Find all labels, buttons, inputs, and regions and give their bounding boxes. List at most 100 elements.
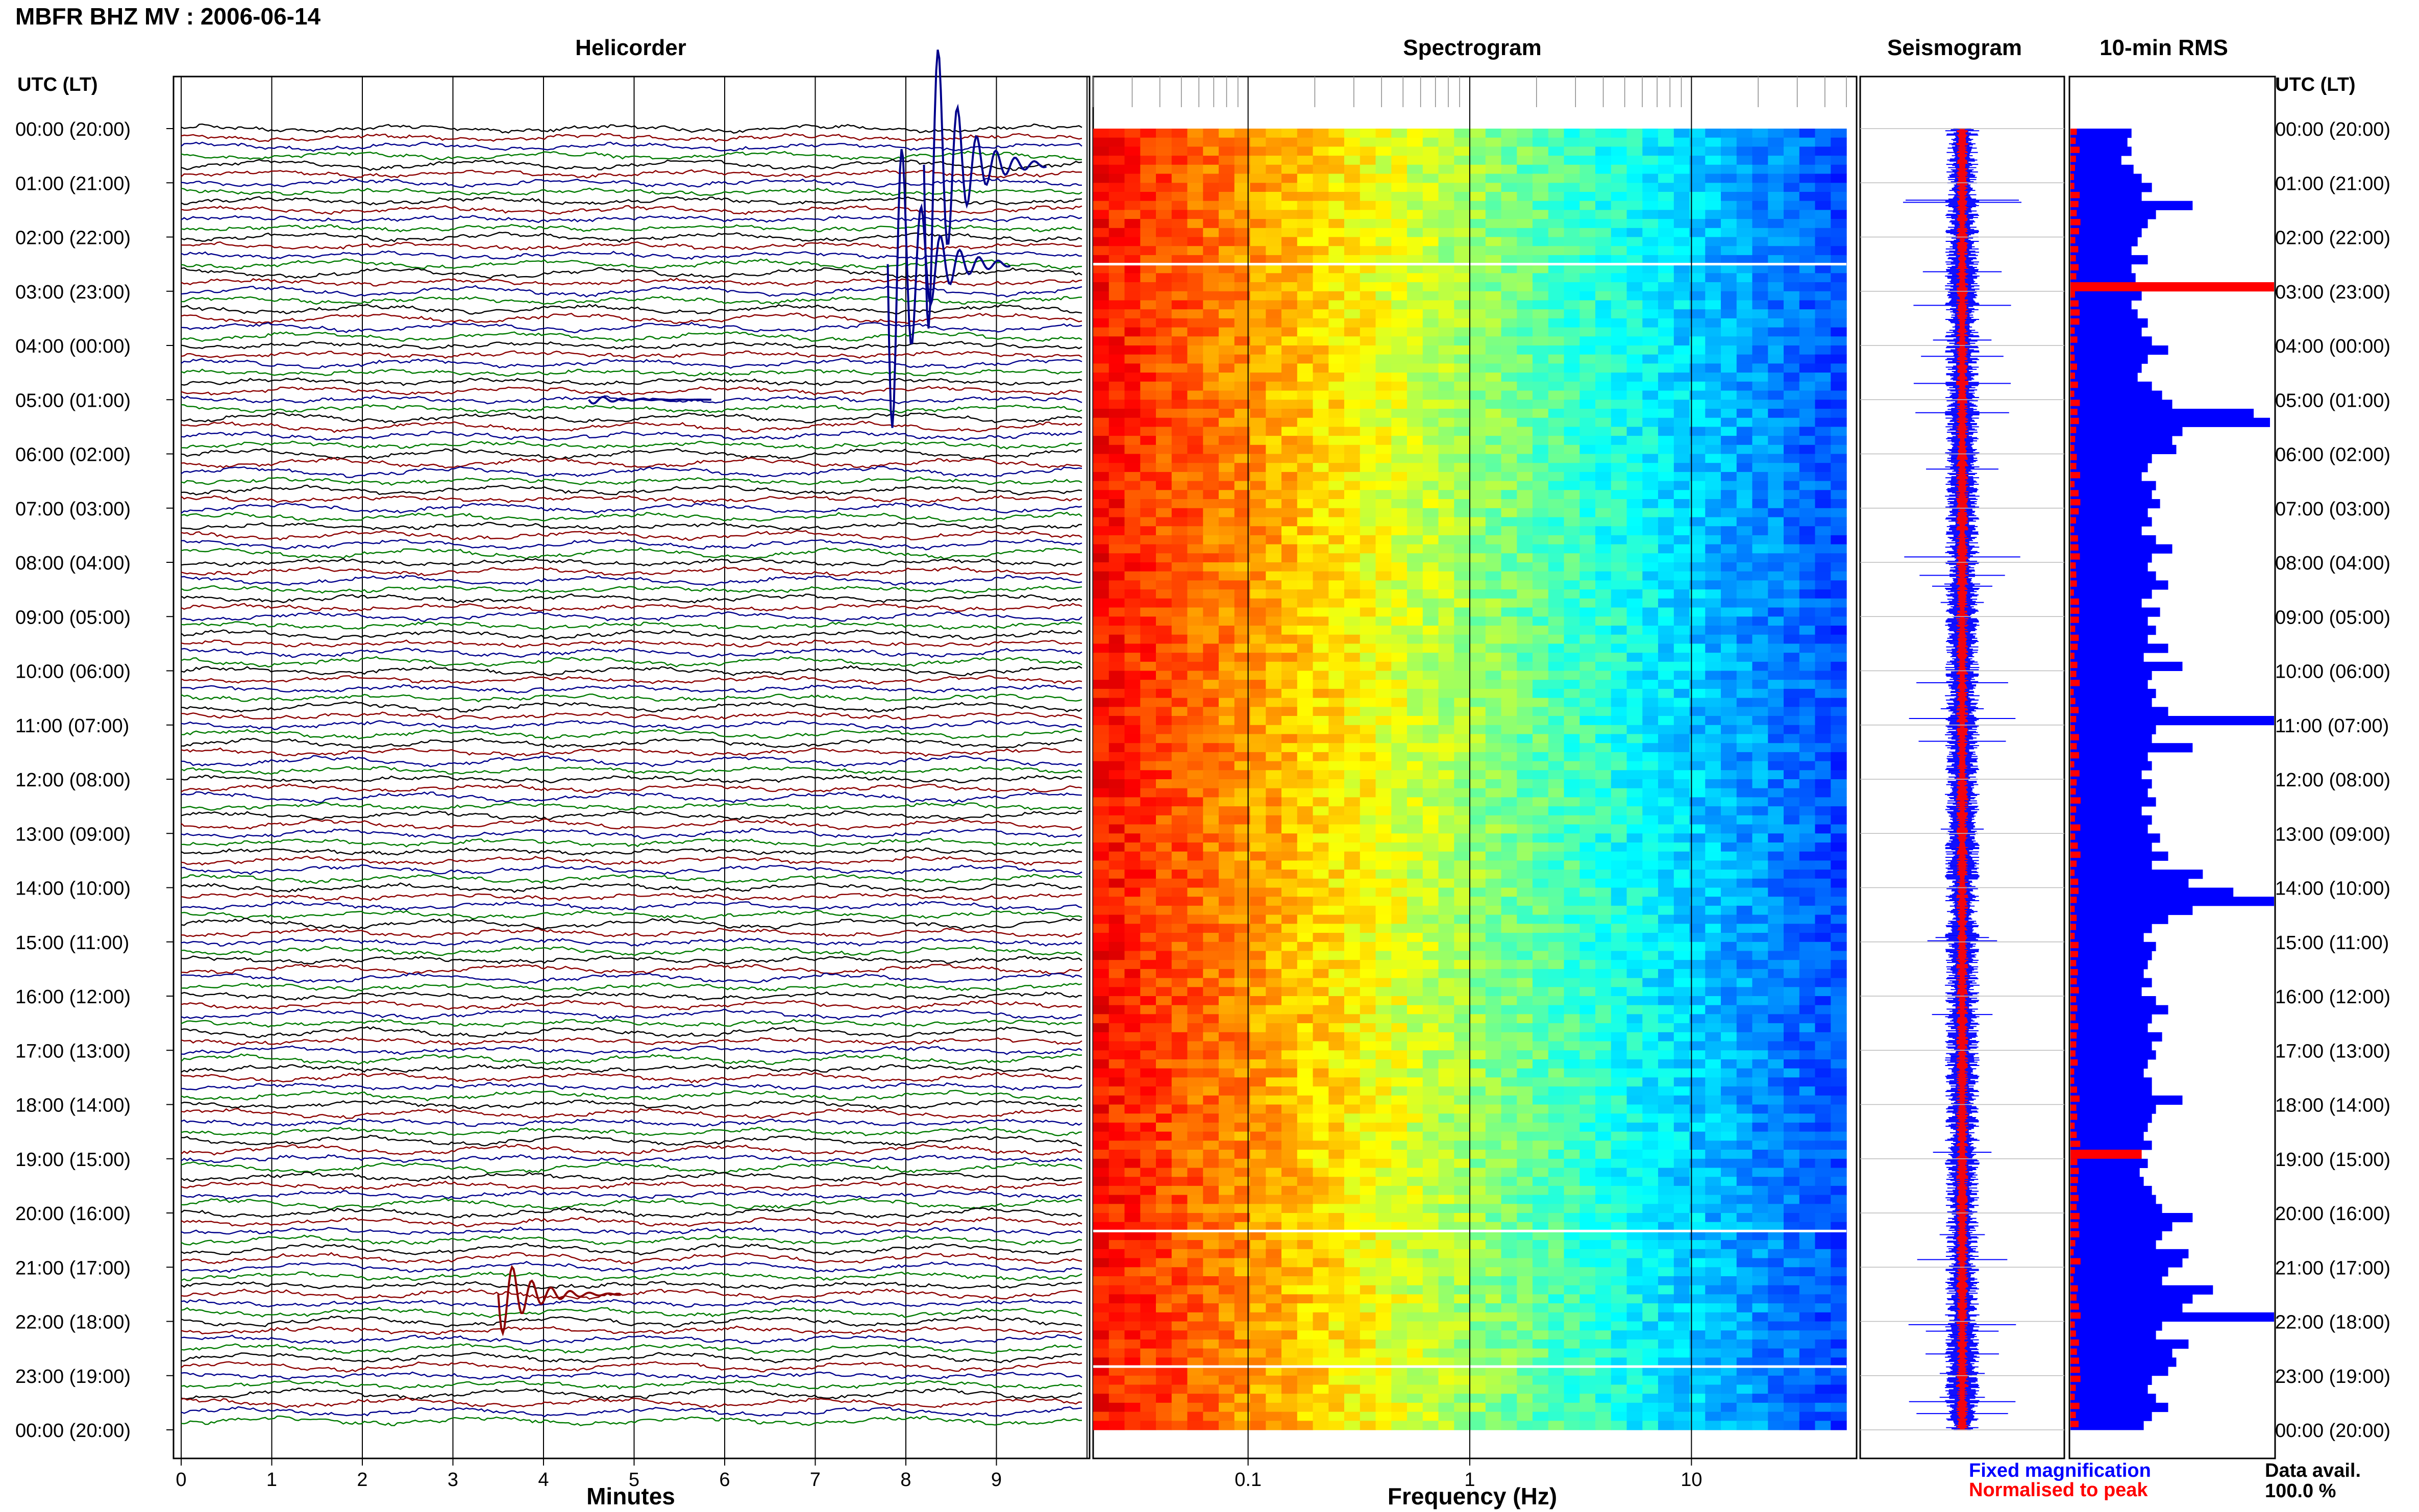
spectrogram-cell [1768, 951, 1784, 960]
spectrogram-cell [1470, 1005, 1486, 1014]
spectrogram-cell [1297, 201, 1314, 210]
spectrogram-cell [1595, 526, 1612, 536]
spectrogram-cell [1595, 273, 1612, 283]
spectrogram-cell [1485, 734, 1502, 743]
spectrogram-cell [1517, 264, 1533, 274]
spectrogram-cell [1533, 562, 1549, 572]
helicorder-trace [181, 585, 1082, 594]
spectrogram-cell [1391, 743, 1408, 753]
spectrogram-cell [1673, 941, 1690, 952]
spectrogram-cell [1108, 960, 1125, 970]
spectrogram-cell [1422, 526, 1439, 536]
spectrogram-cell [1705, 933, 1721, 943]
spectrogram-cell [1611, 761, 1627, 771]
spectrogram-cell [1391, 1005, 1408, 1014]
spectrogram-cell [1611, 535, 1627, 545]
spectrogram-cell [1721, 571, 1737, 581]
spectrogram-cell [1140, 373, 1156, 382]
spectrogram-cell [1344, 905, 1361, 915]
spectrogram-cell [1815, 616, 1831, 626]
spectrogram-cell [1171, 562, 1188, 572]
spectrogram-cell [1375, 255, 1392, 265]
spectrogram-cell [1093, 164, 1109, 175]
spectrogram-cell [1391, 309, 1408, 319]
spectrogram-cell [1234, 517, 1251, 527]
spectrogram-cell [1266, 417, 1282, 427]
spectrogram-cell [1736, 580, 1753, 590]
spectrogram-cell [1281, 1023, 1298, 1033]
spectrogram-cell [1454, 354, 1470, 364]
spectrogram-cell [1454, 734, 1470, 743]
spectrogram-cell [1689, 137, 1706, 147]
spectrogram-cell [1171, 156, 1188, 165]
spectrogram-cell [1375, 508, 1392, 518]
spectrogram-cell [1108, 969, 1125, 979]
spectrogram-cell [1108, 1005, 1125, 1014]
spectrogram-cell [1234, 553, 1251, 563]
spectrogram-cell [1533, 842, 1549, 852]
spectrogram-cell [1784, 156, 1800, 165]
spectrogram-cell [1438, 526, 1454, 536]
spectrogram-cell [1658, 797, 1674, 807]
spectrogram-cell [1470, 336, 1486, 346]
spectrogram-cell [1187, 806, 1203, 816]
spectrogram-cell [1517, 273, 1533, 283]
spectrogram-cell [1407, 941, 1423, 952]
spectrogram-cell [1768, 210, 1784, 219]
spectrogram-cell [1642, 463, 1659, 473]
spectrogram-cell [1297, 752, 1314, 762]
spectrogram-cell [1250, 933, 1266, 943]
spectrogram-cell [1407, 472, 1423, 482]
spectrogram-cell [1391, 589, 1408, 599]
spectrogram-cell [1799, 535, 1816, 545]
spectrogram-cell [1344, 589, 1361, 599]
spectrogram-cell [1407, 526, 1423, 536]
spectrogram-cell [1187, 146, 1203, 156]
spectrogram-cell [1564, 255, 1580, 265]
spectrogram-cell [1721, 634, 1737, 644]
spectrogram-cell [1721, 336, 1737, 346]
spectrogram-cell [1736, 626, 1753, 635]
spectrogram-cell [1658, 779, 1674, 789]
spectrogram-cell [1407, 643, 1423, 653]
spectrogram-cell [1470, 887, 1486, 897]
spectrogram-cell [1360, 851, 1376, 861]
helicorder-trace [181, 1260, 1082, 1273]
spectrogram-cell [1658, 381, 1674, 391]
spectrogram-cell [1108, 237, 1125, 246]
spectrogram-cell [1705, 770, 1721, 780]
spectrogram-cell [1768, 941, 1784, 952]
spectrogram-cell [1768, 680, 1784, 689]
spectrogram-cell [1219, 526, 1235, 536]
spectrogram-cell [1250, 987, 1266, 997]
spectrogram-cell [1705, 616, 1721, 626]
spectrogram-cell [1485, 571, 1502, 581]
spectrogram-cell [1422, 327, 1439, 337]
spectrogram-cell [1626, 436, 1643, 445]
spectrogram-cell [1768, 797, 1784, 807]
spectrogram-cell [1501, 897, 1517, 906]
spectrogram-cell [1579, 707, 1596, 716]
rms-title: 10-min RMS [2100, 35, 2228, 60]
spectrogram-cell [1234, 535, 1251, 545]
spectrogram-cell [1705, 336, 1721, 346]
spectrogram-cell [1815, 833, 1831, 843]
spectrogram-cell [1281, 571, 1298, 581]
spectrogram-cell [1626, 535, 1643, 545]
spectrogram-cell [1187, 914, 1203, 924]
spectrogram-cell [1422, 941, 1439, 952]
spectrogram-cell [1564, 941, 1580, 952]
spectrogram-cell [1673, 951, 1690, 960]
spectrogram-cell [1108, 373, 1125, 382]
spectrogram-cell [1124, 129, 1141, 138]
spectrogram-cell [1831, 969, 1847, 979]
spectrogram-cell [1485, 969, 1502, 979]
spectrogram-cell [1266, 924, 1282, 933]
spectrogram-cell [1626, 183, 1643, 192]
spectrogram-cell [1705, 246, 1721, 256]
spectrogram-cell [1454, 553, 1470, 563]
spectrogram-cell [1470, 743, 1486, 753]
spectrogram-cell [1171, 146, 1188, 156]
spectrogram-cell [1344, 743, 1361, 753]
